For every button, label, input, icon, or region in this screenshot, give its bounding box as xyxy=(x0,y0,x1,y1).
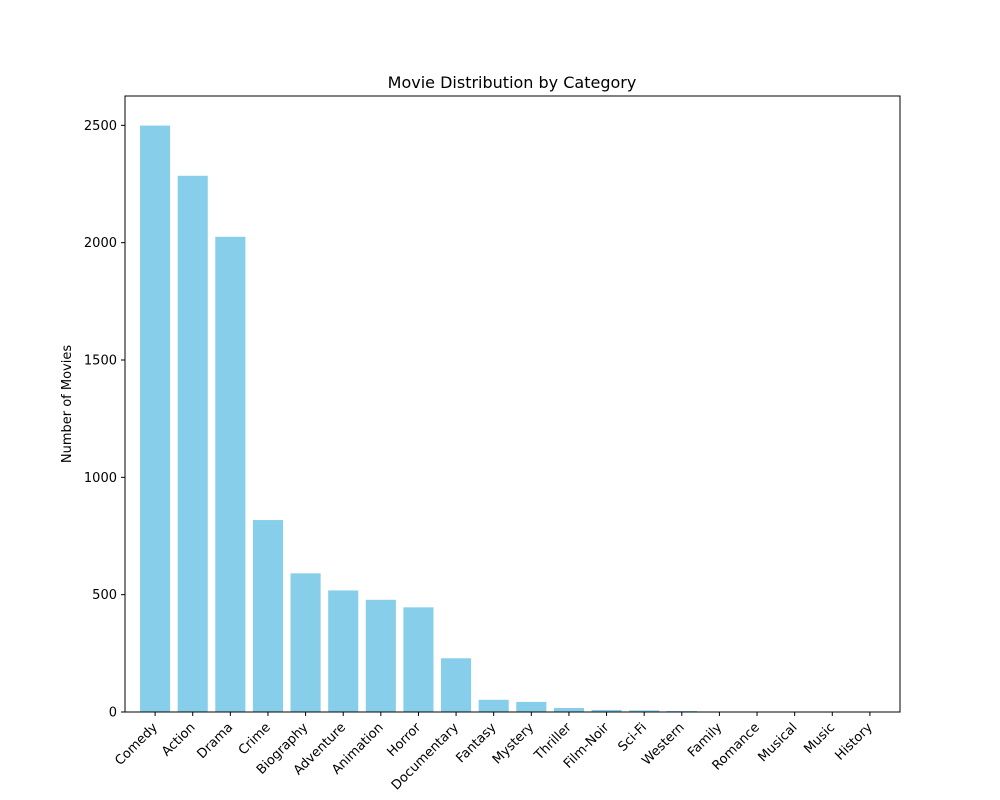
bar-documentary xyxy=(441,658,472,712)
y-tick-label: 2500 xyxy=(84,119,117,134)
y-tick-label: 1000 xyxy=(84,471,117,486)
bar-crime xyxy=(252,520,284,712)
y-tick-label: 2000 xyxy=(84,236,117,251)
bar-adventure xyxy=(328,590,359,712)
bar-biography xyxy=(290,573,321,712)
plot-frame xyxy=(124,95,901,713)
bar-drama xyxy=(215,236,246,713)
bar-fantasy xyxy=(478,699,509,712)
bar-mystery xyxy=(516,701,547,712)
y-tick-label: 1500 xyxy=(84,354,117,369)
x-tick-label: Musical xyxy=(756,720,801,765)
y-axis-ticks: 0 500 1000 1500 2000 2500 xyxy=(84,119,125,721)
bar-animation xyxy=(365,599,396,712)
bars-group xyxy=(140,125,885,713)
x-tick-label: History xyxy=(832,720,876,764)
bar-action xyxy=(177,175,208,712)
bar-thriller xyxy=(553,708,584,712)
x-tick-label: Drama xyxy=(194,720,236,762)
bar-comedy xyxy=(140,125,171,713)
x-tick-label: Comedy xyxy=(112,720,161,769)
x-tick-label: Sci-Fi xyxy=(615,720,650,755)
bar-horror xyxy=(403,607,434,712)
chart-title: Movie Distribution by Category xyxy=(388,73,637,92)
bar-sci-fi xyxy=(629,710,660,712)
x-tick-label: Documentary xyxy=(389,720,462,793)
bar-film-noir xyxy=(591,709,622,712)
x-tick-label: Mystery xyxy=(490,720,537,767)
x-tick-label: Action xyxy=(159,720,198,759)
y-axis-title: Number of Movies xyxy=(60,345,75,463)
y-tick-label: 500 xyxy=(92,588,117,603)
y-tick-label: 0 xyxy=(109,706,117,721)
